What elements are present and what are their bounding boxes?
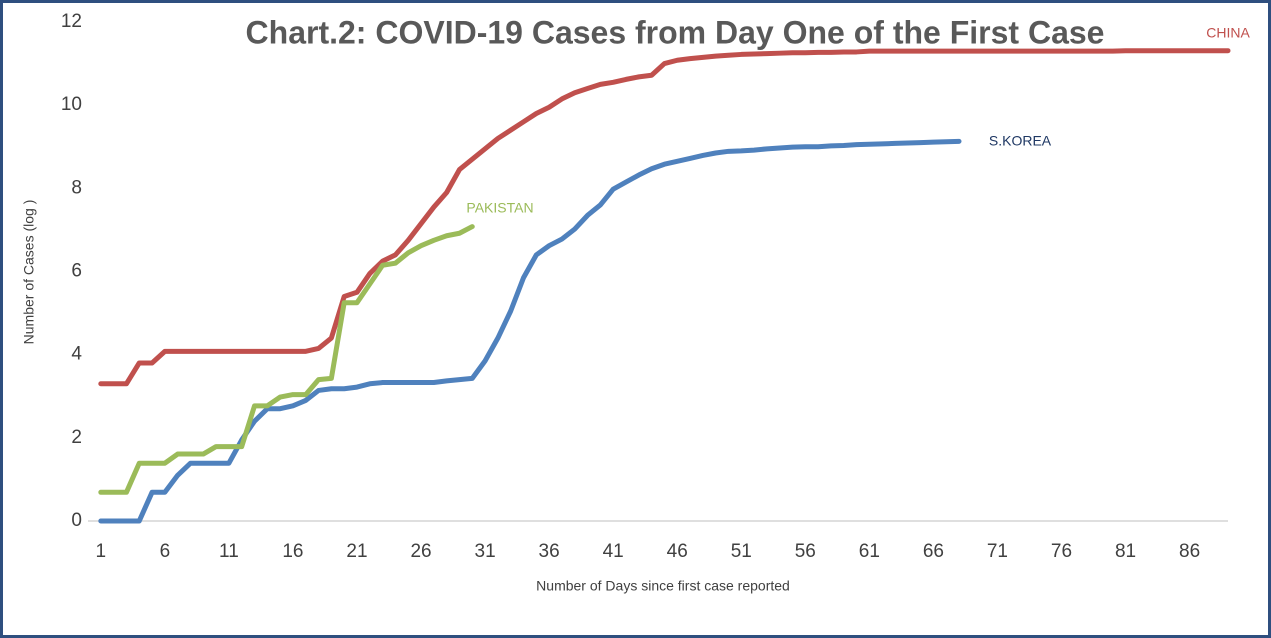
series-line xyxy=(98,48,1231,387)
x-tick-label: 1 xyxy=(96,541,107,562)
y-tick-label: 6 xyxy=(71,261,82,282)
x-tick-label: 56 xyxy=(795,541,816,562)
x-tick-label: 76 xyxy=(1051,541,1072,562)
y-tick-label: 4 xyxy=(71,344,82,365)
y-tick-label: 10 xyxy=(61,94,82,115)
x-tick-label: 41 xyxy=(603,541,624,562)
series-label: S.KOREA xyxy=(989,133,1052,149)
x-tick-label: 51 xyxy=(731,541,752,562)
y-tick-label: 0 xyxy=(71,510,82,531)
x-tick-label: 36 xyxy=(539,541,560,562)
series-label: CHINA xyxy=(1206,25,1250,41)
y-tick-label: 8 xyxy=(71,177,82,198)
x-tick-label: 11 xyxy=(219,541,239,562)
y-tick-label: 2 xyxy=(71,427,82,448)
series-label: PAKISTAN xyxy=(466,200,533,216)
x-tick-label: 66 xyxy=(923,541,944,562)
y-tick-label: 12 xyxy=(61,11,82,32)
y-axis-label: Number of Cases (log ) xyxy=(21,200,37,345)
x-tick-label: 6 xyxy=(160,541,171,562)
x-tick-label: 16 xyxy=(282,541,303,562)
x-tick-label: 86 xyxy=(1179,541,1200,562)
x-tick-label: 21 xyxy=(346,541,367,562)
x-tick-label: 61 xyxy=(859,541,880,562)
x-tick-label: 46 xyxy=(667,541,688,562)
x-tick-label: 31 xyxy=(475,541,496,562)
chart-title: Chart.2: COVID-19 Cases from Day One of … xyxy=(246,14,1105,50)
x-tick-label: 81 xyxy=(1115,541,1136,562)
series-line xyxy=(98,224,475,495)
x-tick-label: 26 xyxy=(410,541,431,562)
x-axis-label: Number of Days since first case reported xyxy=(536,578,790,594)
x-tick-label: 71 xyxy=(987,541,1008,562)
